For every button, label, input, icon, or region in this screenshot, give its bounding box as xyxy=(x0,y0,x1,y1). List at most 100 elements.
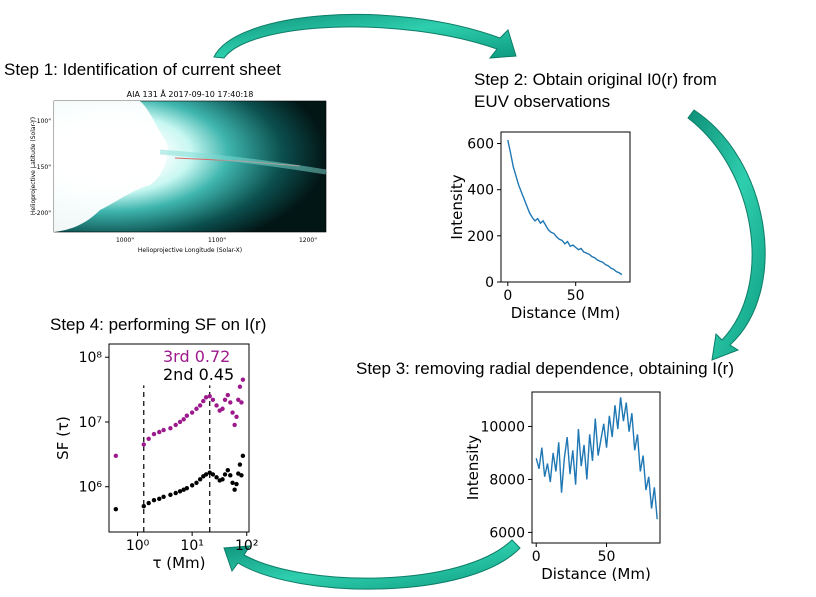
x-tick-label: 10² xyxy=(235,538,258,554)
arrows xyxy=(213,13,766,590)
x-tick-label: 10⁰ xyxy=(126,538,150,554)
data-point xyxy=(228,400,233,405)
data-point xyxy=(168,426,173,431)
data-point xyxy=(151,431,157,437)
y-tick-label: 400 xyxy=(467,183,494,199)
data-point xyxy=(232,422,237,428)
x-tick-label: 50 xyxy=(598,549,616,565)
data-point xyxy=(141,504,146,509)
data-point xyxy=(210,397,216,403)
legend-entry: 2nd 0.45 xyxy=(163,365,234,384)
x-axis-label: Distance (Mm) xyxy=(541,565,651,583)
y-tick-label: 6000 xyxy=(489,525,525,541)
data-point xyxy=(237,462,243,467)
data-point xyxy=(181,417,186,422)
chart-original-intensity: 0 50 0 200 400 600 Distance (Mm) Intensity xyxy=(448,131,631,322)
data-point xyxy=(201,398,206,404)
euv-ytick-2: -150" xyxy=(35,164,52,171)
data-point xyxy=(236,397,241,403)
y-tick-label: 10⁸ xyxy=(79,350,103,366)
data-point xyxy=(203,472,209,477)
data-point xyxy=(194,406,199,411)
data-point xyxy=(240,377,246,382)
data-point xyxy=(239,473,244,478)
data-point xyxy=(157,429,162,435)
data-point xyxy=(141,442,146,447)
plot-frame xyxy=(500,131,631,283)
data-point xyxy=(184,485,190,491)
arrow-step2-to-step3 xyxy=(687,109,766,361)
euv-xtick-2: 1100" xyxy=(208,237,226,244)
data-point xyxy=(239,400,244,405)
step1-label: Step 1: Identification of current sheet xyxy=(4,60,281,79)
euv-ytick-3: -200" xyxy=(35,210,52,217)
data-point xyxy=(113,453,119,459)
data-point xyxy=(168,492,173,498)
data-point xyxy=(220,477,225,482)
legend-entry: 3rd 0.72 xyxy=(163,347,230,366)
data-point xyxy=(237,384,243,389)
data-point xyxy=(225,392,231,398)
solar-disk-bright xyxy=(54,101,168,232)
current-sheet-glow xyxy=(159,149,327,175)
euv-ytick-1: -100" xyxy=(35,118,52,125)
data-point xyxy=(161,427,166,433)
data-point xyxy=(234,414,239,420)
data-point xyxy=(197,477,203,482)
chart-radial-removed-intensity: 0 50 6000 8000 10000 Distance (Mm) Intensity xyxy=(464,391,661,583)
y-tick-label: 600 xyxy=(467,137,494,153)
data-point xyxy=(177,489,183,494)
series-line xyxy=(535,397,658,520)
series-line xyxy=(507,139,623,276)
data-point xyxy=(232,487,237,492)
data-point xyxy=(230,480,235,486)
data-point xyxy=(214,475,219,480)
data-point xyxy=(157,496,162,502)
x-tick-label: 50 xyxy=(567,288,585,304)
step2-label-line2: EUV observations xyxy=(474,92,611,111)
data-point xyxy=(222,472,228,477)
arrow-step1-to-step2 xyxy=(213,13,517,59)
data-point xyxy=(184,413,190,418)
y-tick-label: 10⁷ xyxy=(79,415,102,431)
data-point xyxy=(177,419,183,425)
step2-label: Step 2: Obtain original I0(r) from EUV o… xyxy=(474,69,717,113)
chart-structure-function: 10⁰ 10¹ 10² 10⁶ 10⁷ 10⁸ τ (Mm) SF (τ) 3rd 0.722n… xyxy=(54,343,258,572)
data-point xyxy=(146,436,151,441)
data-point xyxy=(151,497,157,503)
euv-ylabel: Helioprojective Latitude (Solar-Y) xyxy=(30,117,37,215)
euv-xtick-1: 1000" xyxy=(116,237,134,244)
data-point xyxy=(225,468,231,473)
y-tick-label: 10⁶ xyxy=(79,480,103,496)
y-axis-label: SF (τ) xyxy=(54,416,72,460)
data-point xyxy=(220,406,225,411)
data-point xyxy=(173,422,178,428)
step4-label: Step 4: performing SF on I(r) xyxy=(50,315,267,334)
data-point xyxy=(222,397,228,403)
step2-label-line1: Step 2: Obtain original I0(r) from xyxy=(474,70,717,89)
x-tick-label: 0 xyxy=(503,288,512,304)
y-axis-label: Intensity xyxy=(464,435,482,500)
y-tick-label: 10000 xyxy=(480,419,525,435)
data-point xyxy=(194,480,199,486)
data-point xyxy=(189,483,195,488)
y-tick-label: 0 xyxy=(485,275,494,291)
data-point xyxy=(189,410,195,415)
data-point xyxy=(228,473,233,478)
x-axis-label: Distance (Mm) xyxy=(511,304,621,322)
arrow-step3-to-step4 xyxy=(223,539,521,590)
plot-frame xyxy=(108,343,250,533)
data-point xyxy=(214,403,219,408)
x-tick-label: 0 xyxy=(532,549,541,565)
data-point xyxy=(234,481,239,487)
y-axis-label: Intensity xyxy=(448,174,466,239)
data-point xyxy=(210,472,216,477)
data-point xyxy=(203,395,209,400)
step3-label: Step 3: removing radial dependence, obta… xyxy=(356,359,735,378)
data-point xyxy=(173,490,178,496)
y-tick-label: 200 xyxy=(467,229,494,245)
euv-image-panel: AIA 131 Å 2017-09-10 17:40:18 1000" 1100… xyxy=(30,88,327,254)
data-point xyxy=(207,394,212,399)
data-point xyxy=(230,410,235,415)
